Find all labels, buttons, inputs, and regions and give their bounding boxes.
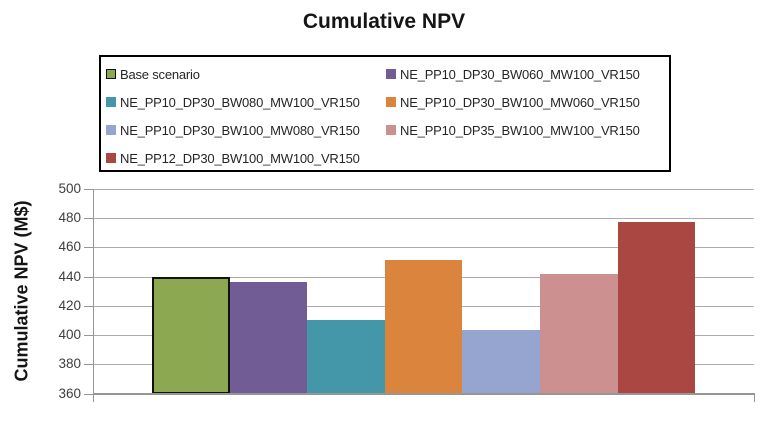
y-tick-label-400: 400 — [58, 327, 81, 343]
bar-6 — [617, 221, 696, 394]
legend: Base scenario NE_PP10_DP30_BW060_MW100_VR… — [101, 57, 669, 172]
plot-area — [93, 189, 754, 394]
legend-item-4: NE_PP10_DP30_BW100_MW080_VR150 — [106, 116, 386, 144]
y-tick-mark-360 — [84, 393, 93, 395]
y-axis-line — [93, 189, 94, 394]
legend-swatch-icon — [386, 97, 396, 107]
y-tick-mark-500 — [84, 189, 93, 190]
legend-swatch-icon — [106, 69, 116, 79]
bar-0 — [152, 277, 230, 394]
legend-swatch-icon — [386, 125, 396, 135]
legend-box: Base scenario NE_PP10_DP30_BW060_MW100_VR… — [99, 55, 671, 172]
y-tick-mark-460 — [84, 247, 93, 249]
bar-5 — [540, 274, 618, 394]
x-axis-right-end-tick — [754, 393, 755, 402]
legend-swatch-icon — [386, 69, 396, 79]
legend-swatch-icon — [106, 125, 116, 135]
legend-item-1: NE_PP10_DP30_BW060_MW100_VR150 — [386, 60, 669, 88]
legend-item-0: Base scenario — [106, 60, 386, 88]
gridline-480 — [93, 218, 754, 220]
legend-item-5: NE_PP10_DP35_BW100_MW100_VR150 — [386, 116, 669, 144]
legend-swatch-icon — [106, 153, 116, 163]
gridline-460 — [93, 247, 754, 249]
gridline-500 — [93, 189, 754, 190]
legend-label: NE_PP12_DP30_BW100_MW100_VR150 — [120, 150, 360, 166]
y-axis-title: Cumulative NPV (M$) — [11, 200, 32, 382]
y-tick-label-500: 500 — [58, 181, 81, 196]
y-tick-label-380: 380 — [58, 356, 81, 372]
y-tick-label-480: 480 — [58, 210, 81, 226]
bar-3 — [384, 259, 463, 394]
bar-4 — [462, 329, 540, 394]
y-tick-mark-480 — [84, 218, 93, 220]
y-tick-mark-420 — [84, 305, 93, 307]
legend-swatch-icon — [106, 97, 116, 107]
y-tick-mark-440 — [84, 276, 93, 278]
legend-label: NE_PP10_DP30_BW060_MW100_VR150 — [400, 66, 640, 82]
y-tick-label-360: 360 — [58, 385, 81, 401]
bar-2 — [307, 319, 385, 394]
legend-item-6: NE_PP12_DP30_BW100_MW100_VR150 — [106, 144, 386, 172]
legend-item-2: NE_PP10_DP30_BW080_MW100_VR150 — [106, 88, 386, 116]
legend-label: NE_PP10_DP35_BW100_MW100_VR150 — [400, 122, 640, 138]
y-tick-mark-380 — [84, 364, 93, 366]
legend-label: NE_PP10_DP30_BW080_MW100_VR150 — [120, 94, 360, 110]
chart-title: Cumulative NPV — [302, 10, 466, 33]
legend-label: NE_PP10_DP30_BW100_MW080_VR150 — [120, 122, 360, 138]
y-tick-label-440: 440 — [58, 268, 81, 284]
y-tick-mark-400 — [84, 335, 93, 337]
legend-label: NE_PP10_DP30_BW100_MW060_VR150 — [400, 94, 640, 110]
bar-1 — [229, 281, 308, 394]
legend-item-3: NE_PP10_DP30_BW100_MW060_VR150 — [386, 88, 669, 116]
y-tick-label-460: 460 — [58, 239, 81, 255]
x-axis-left-end-tick — [93, 393, 94, 402]
x-axis-line — [93, 393, 755, 395]
y-tick-label-420: 420 — [58, 297, 81, 313]
legend-label: Base scenario — [120, 66, 200, 82]
